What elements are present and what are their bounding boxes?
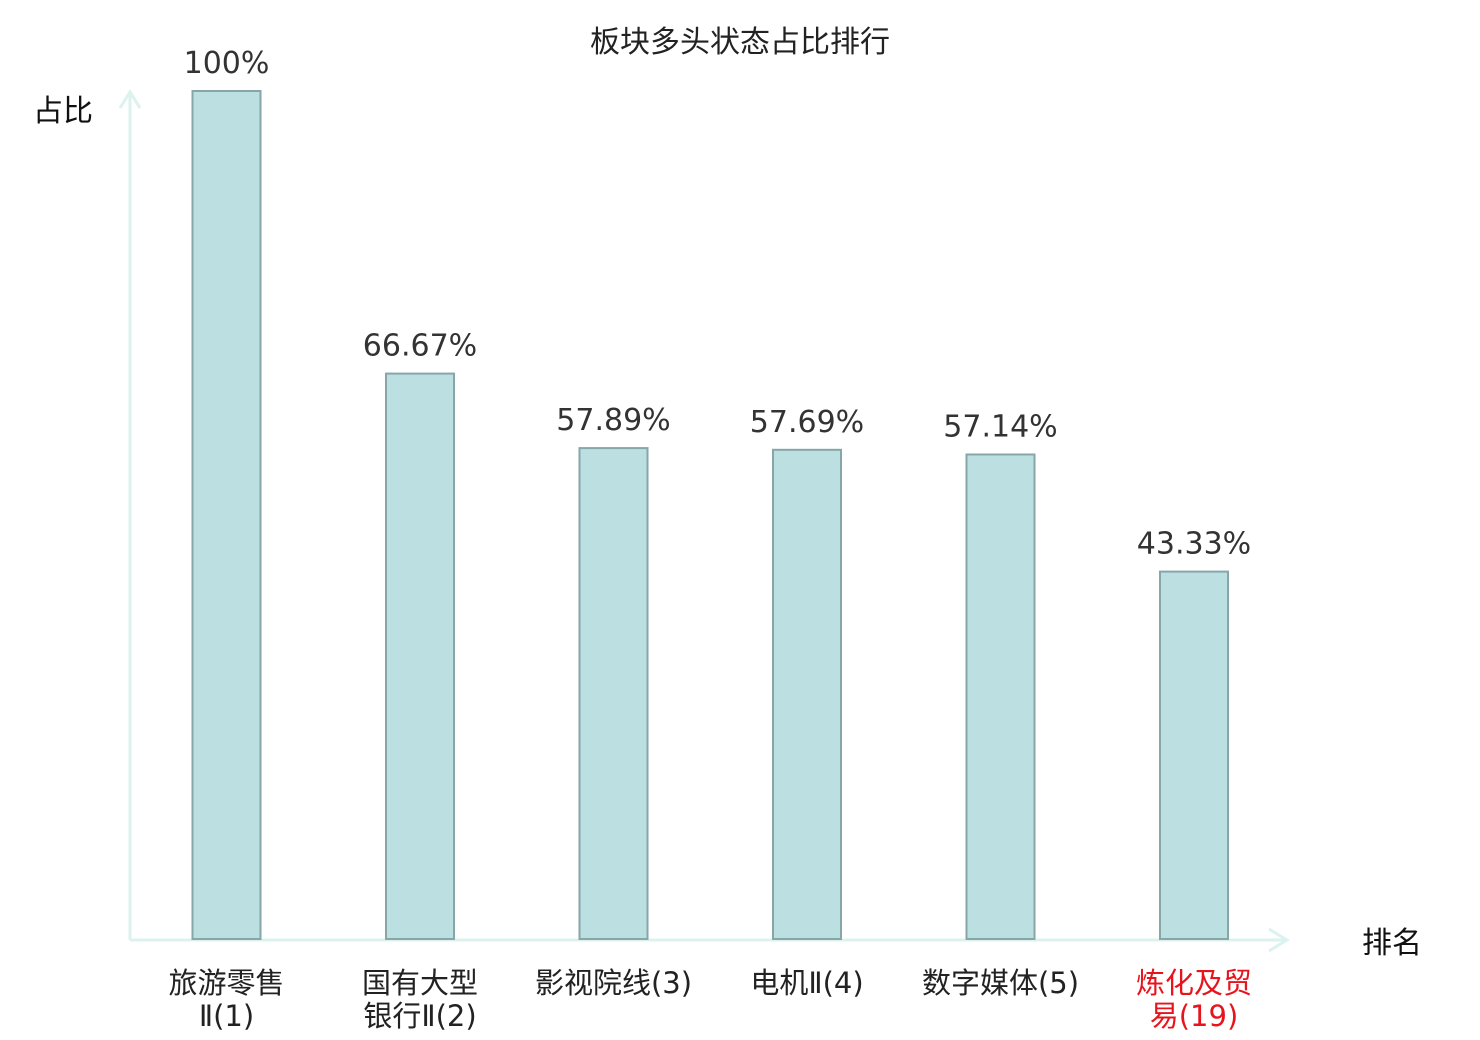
x-tick-label: 电机Ⅱ(4): [750, 966, 863, 1000]
y-axis-arrow-icon: [118, 89, 142, 109]
x-tick-label: 国有大型: [362, 966, 478, 1000]
x-tick-label-highlighted: 易(19): [1150, 999, 1239, 1033]
x-tick-label: Ⅱ(1): [199, 999, 254, 1033]
x-tick-label: 影视院线(3): [535, 966, 692, 1000]
bar-value-label: 57.69%: [750, 405, 864, 440]
x-axis-label: 排名: [1362, 926, 1422, 961]
bar: [1159, 570, 1229, 940]
chart-title: 板块多头状态占比排行: [590, 25, 890, 60]
bar: [578, 447, 649, 940]
bar-value-label: 57.14%: [943, 410, 1057, 445]
bars: [191, 90, 1229, 941]
x-tick-label: 数字媒体(5): [922, 966, 1079, 1000]
bar: [191, 90, 262, 940]
bar-value-label: 66.67%: [363, 329, 477, 364]
x-axis-arrow-icon: [1268, 927, 1290, 953]
x-tick-label-highlighted: 炼化及贸: [1136, 966, 1252, 1000]
x-tick-label: 银行Ⅱ(2): [363, 999, 476, 1033]
value-labels: 100% 66.67% 57.89% 57.69% 57.14% 43.33%: [184, 46, 1252, 562]
y-axis-label: 占比: [33, 94, 93, 129]
bar: [965, 453, 1036, 940]
bar: [772, 448, 842, 940]
bar-value-label: 100%: [184, 46, 270, 81]
bar-value-label: 43.33%: [1137, 527, 1251, 562]
bar: [385, 372, 455, 941]
bar-value-label: 57.89%: [556, 403, 670, 438]
axes: [118, 89, 1290, 953]
x-tick-label: 旅游零售: [168, 966, 284, 1000]
